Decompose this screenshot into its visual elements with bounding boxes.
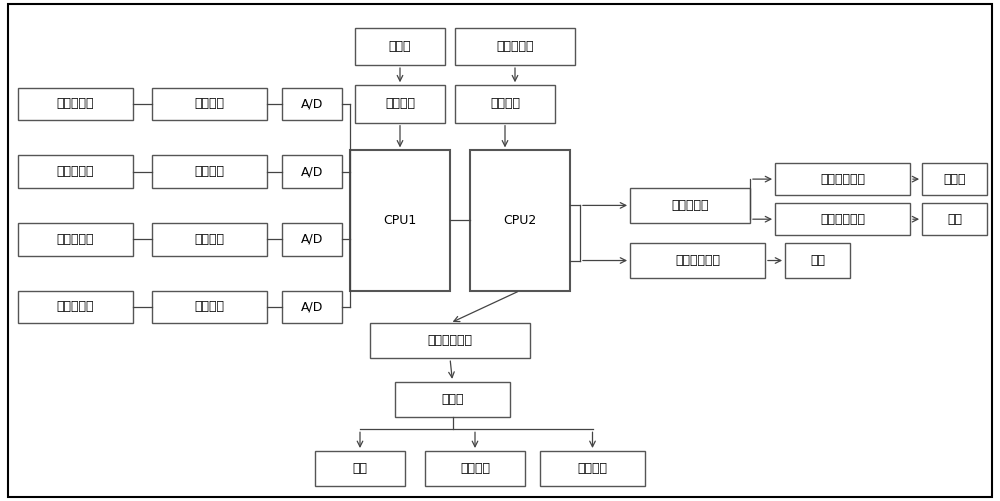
FancyBboxPatch shape (540, 451, 645, 486)
FancyBboxPatch shape (470, 150, 570, 291)
Text: 黄疸传感器: 黄疸传感器 (57, 301, 94, 313)
Text: 平板电脑: 平板电脑 (460, 462, 490, 475)
FancyBboxPatch shape (152, 291, 267, 323)
Text: A/D: A/D (301, 301, 323, 313)
FancyBboxPatch shape (152, 223, 267, 256)
FancyBboxPatch shape (355, 28, 445, 65)
FancyBboxPatch shape (18, 291, 133, 323)
Text: A/D: A/D (301, 233, 323, 245)
Text: 服务器: 服务器 (441, 393, 464, 406)
FancyBboxPatch shape (785, 243, 850, 278)
Text: 体重采集: 体重采集 (490, 98, 520, 110)
Text: 体温传感器: 体温传感器 (57, 98, 94, 110)
Text: 放大整形: 放大整形 (194, 165, 224, 178)
FancyBboxPatch shape (282, 223, 342, 256)
FancyBboxPatch shape (922, 203, 987, 235)
Text: 体重传感器: 体重传感器 (496, 40, 534, 53)
FancyBboxPatch shape (425, 451, 525, 486)
FancyBboxPatch shape (395, 382, 510, 417)
FancyBboxPatch shape (922, 163, 987, 195)
FancyBboxPatch shape (8, 4, 992, 497)
Text: 智能手机: 智能手机 (578, 462, 608, 475)
FancyBboxPatch shape (630, 243, 765, 278)
Text: 放大整形: 放大整形 (194, 98, 224, 110)
Text: 俯仰角: 俯仰角 (943, 173, 966, 185)
FancyBboxPatch shape (775, 163, 910, 195)
FancyBboxPatch shape (315, 451, 405, 486)
Text: CPU2: CPU2 (503, 214, 537, 227)
Text: A/D: A/D (301, 98, 323, 110)
FancyBboxPatch shape (350, 150, 450, 291)
FancyBboxPatch shape (18, 88, 133, 120)
FancyBboxPatch shape (152, 155, 267, 188)
FancyBboxPatch shape (282, 291, 342, 323)
FancyBboxPatch shape (282, 155, 342, 188)
Text: 血氧传感器: 血氧传感器 (57, 233, 94, 245)
Text: 脉搏传感器: 脉搏传感器 (57, 165, 94, 178)
Text: 放大整形: 放大整形 (194, 301, 224, 313)
Text: 无线数据连接: 无线数据连接 (428, 334, 473, 347)
FancyBboxPatch shape (370, 323, 530, 358)
FancyBboxPatch shape (455, 28, 575, 65)
FancyBboxPatch shape (152, 88, 267, 120)
Text: 电机驱动器: 电机驱动器 (671, 199, 709, 212)
Text: 高低: 高低 (947, 213, 962, 225)
Text: 静音电动推杆: 静音电动推杆 (820, 213, 865, 225)
FancyBboxPatch shape (775, 203, 910, 235)
Text: 显示驱动: 显示驱动 (385, 98, 415, 110)
FancyBboxPatch shape (455, 85, 555, 123)
Text: 放大整形: 放大整形 (194, 233, 224, 245)
Text: A/D: A/D (301, 165, 323, 178)
FancyBboxPatch shape (282, 88, 342, 120)
FancyBboxPatch shape (18, 223, 133, 256)
Text: 电池管理模块: 电池管理模块 (675, 254, 720, 267)
FancyBboxPatch shape (630, 188, 750, 223)
Text: 静音电动推杆: 静音电动推杆 (820, 173, 865, 185)
FancyBboxPatch shape (355, 85, 445, 123)
Text: CPU1: CPU1 (383, 214, 417, 227)
Text: 电脑: 电脑 (352, 462, 368, 475)
Text: 电池: 电池 (810, 254, 825, 267)
FancyBboxPatch shape (18, 155, 133, 188)
Text: 显示器: 显示器 (389, 40, 411, 53)
